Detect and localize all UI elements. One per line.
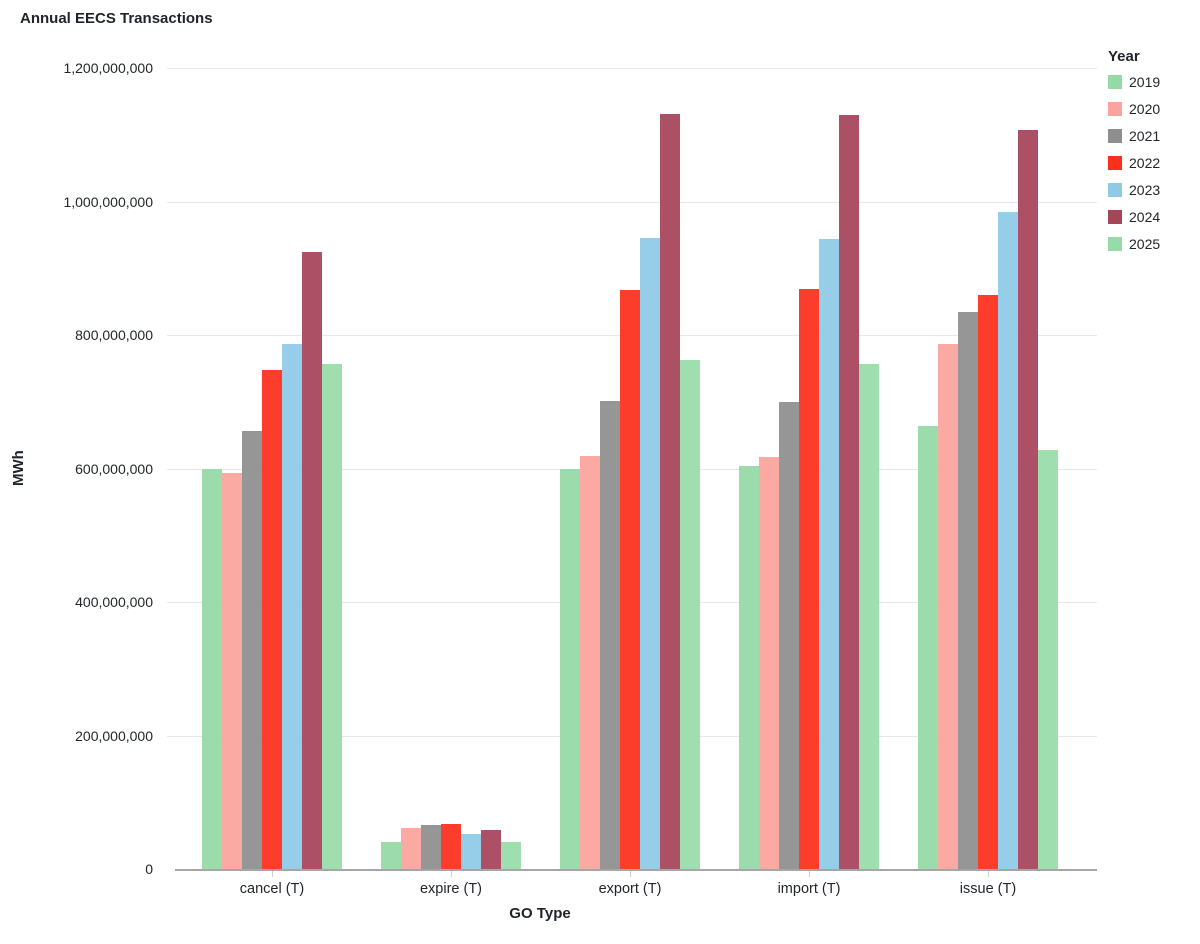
bar-issueT-2024[interactable]: [1018, 130, 1038, 869]
bar-expireT-2021[interactable]: [421, 824, 441, 869]
bar-exportT-2020[interactable]: [580, 456, 600, 869]
x-axis-title: GO Type: [509, 905, 571, 922]
legend-label: 2022: [1129, 155, 1161, 171]
gridline: [167, 68, 1097, 69]
bar-importT-2020[interactable]: [759, 457, 779, 869]
bar-importT-2022[interactable]: [799, 288, 819, 869]
bar-cancelT-2025[interactable]: [322, 364, 342, 869]
bar-importT-2019[interactable]: [739, 466, 759, 869]
legend-item-2021[interactable]: 2021: [1108, 129, 1160, 143]
legend-items: 2019 2020 2021 2022 2023 2024 2025: [1108, 75, 1160, 251]
legend-item-2025[interactable]: 2025: [1108, 237, 1160, 251]
x-axis-tick: [988, 871, 989, 877]
bar-importT-2024[interactable]: [839, 115, 859, 869]
x-axis-tick: [630, 871, 631, 877]
bar-issueT-2022[interactable]: [978, 294, 998, 869]
bar-importT-2021[interactable]: [779, 402, 799, 869]
x-axis-tick: [451, 871, 452, 877]
x-axis-label-issueT: issue (T): [959, 881, 1017, 897]
bar-exportT-2021[interactable]: [600, 401, 620, 869]
bar-cancelT-2023[interactable]: [282, 344, 302, 869]
chart-title: Annual EECS Transactions: [20, 10, 213, 27]
bar-exportT-2024[interactable]: [660, 114, 680, 869]
legend-label: 2019: [1129, 74, 1161, 90]
bar-expireT-2020[interactable]: [401, 827, 421, 869]
y-axis-tick-label: 800,000,000: [75, 327, 153, 343]
legend-title: Year: [1108, 48, 1140, 65]
legend-item-2024[interactable]: 2024: [1108, 210, 1160, 224]
legend-label: 2021: [1129, 128, 1161, 144]
bar-cancelT-2022[interactable]: [262, 369, 282, 869]
y-axis-tick-label: 1,200,000,000: [63, 60, 153, 76]
legend: Year 2019 2020 2021 2022 2023 2024 2025: [1108, 48, 1160, 264]
y-axis-tick-label: 200,000,000: [75, 727, 153, 744]
legend-item-2020[interactable]: 2020: [1108, 102, 1160, 116]
y-axis-tick-label: 600,000,000: [75, 460, 153, 477]
legend-label: 2024: [1129, 209, 1161, 225]
bar-importT-2025[interactable]: [859, 363, 879, 869]
legend-label: 2023: [1129, 182, 1161, 198]
gridline: [167, 201, 1097, 203]
bar-expireT-2024[interactable]: [481, 830, 501, 869]
legend-item-2023[interactable]: 2023: [1108, 183, 1160, 197]
legend-label: 2025: [1129, 236, 1161, 252]
legend-item-2019[interactable]: 2019: [1108, 75, 1160, 89]
legend-item-2022[interactable]: 2022: [1108, 156, 1160, 170]
x-axis-line: [175, 869, 1097, 871]
bar-exportT-2022[interactable]: [620, 289, 640, 869]
bar-issueT-2019[interactable]: [918, 426, 938, 869]
bar-expireT-2022[interactable]: [441, 824, 461, 869]
legend-swatch-2021: [1108, 129, 1122, 143]
x-axis-label-expireT: expire (T): [419, 881, 483, 897]
x-axis-tick: [272, 871, 273, 877]
bar-exportT-2023[interactable]: [640, 237, 660, 869]
legend-label: 2020: [1129, 101, 1161, 117]
bar-expireT-2023[interactable]: [461, 833, 481, 869]
x-axis-label-cancelT: cancel (T): [239, 881, 305, 897]
bar-exportT-2025[interactable]: [680, 359, 700, 869]
y-axis-tick-label: 400,000,000: [75, 594, 153, 610]
y-axis-tick-label: 1,000,000,000: [63, 193, 153, 210]
legend-swatch-2024: [1108, 210, 1122, 224]
bar-cancelT-2021[interactable]: [242, 431, 262, 869]
legend-swatch-2019: [1108, 75, 1122, 89]
legend-swatch-2023: [1108, 183, 1122, 197]
legend-swatch-2022: [1108, 156, 1122, 170]
bar-issueT-2023[interactable]: [998, 211, 1018, 869]
x-axis-label-exportT: export (T): [598, 881, 662, 897]
bar-importT-2023[interactable]: [819, 238, 839, 869]
bar-expireT-2025[interactable]: [501, 842, 521, 869]
bar-cancelT-2024[interactable]: [302, 252, 322, 869]
bar-exportT-2019[interactable]: [560, 468, 580, 869]
bar-cancelT-2019[interactable]: [202, 468, 222, 869]
legend-swatch-2025: [1108, 237, 1122, 251]
bar-issueT-2025[interactable]: [1038, 449, 1058, 869]
bar-cancelT-2020[interactable]: [222, 473, 242, 869]
bar-issueT-2020[interactable]: [938, 344, 958, 869]
bar-issueT-2021[interactable]: [958, 312, 978, 869]
x-axis-tick: [809, 871, 810, 877]
legend-swatch-2020: [1108, 102, 1122, 116]
x-axis-label-importT: import (T): [777, 881, 841, 897]
y-axis-title: MWh: [10, 450, 27, 487]
y-axis-tick-label: 0: [145, 861, 153, 877]
bar-expireT-2019[interactable]: [381, 841, 401, 869]
